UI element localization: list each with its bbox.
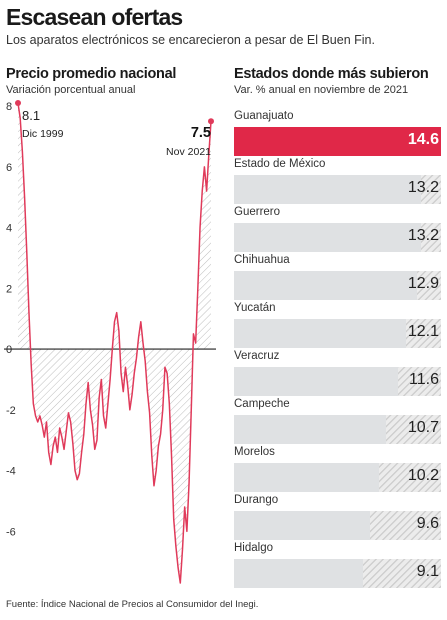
bar [234, 127, 441, 156]
bar [234, 415, 386, 444]
bar-row: Campeche 10.7 [234, 398, 441, 446]
y-tick-label: -6 [6, 526, 16, 538]
bar [234, 559, 364, 588]
bar-track: 12.1 [234, 319, 441, 348]
bar-value-label: 11.6 [409, 371, 439, 388]
bar-value-label: 12.1 [407, 323, 439, 340]
bar-value-label: 9.1 [416, 563, 439, 580]
bar-category-label: Guanajuato [234, 110, 294, 122]
line-chart: 8 6 4 2 0 -2 -4 -6 8.1 Dic 1999 7.5 Nov 2021 [4, 100, 216, 584]
bar-row: Chihuahua 12.9 [234, 254, 441, 302]
bar [234, 223, 422, 252]
bar-row: Yucatán 12.1 [234, 302, 441, 350]
bar-category-label: Veracruz [234, 350, 280, 362]
start-value-label: 8.1 [22, 108, 40, 123]
bar-value-label: 13.2 [407, 227, 439, 244]
bar-category-label: Hidalgo [234, 542, 273, 554]
series-line [17, 102, 212, 584]
bar [234, 271, 417, 300]
start-point [15, 100, 21, 107]
bar [234, 463, 379, 492]
end-value-label: 7.5 [191, 125, 211, 141]
y-tick-label: -4 [6, 466, 16, 478]
bar-value-label: 13.2 [407, 179, 439, 196]
page-title: Escasean ofertas [6, 4, 183, 30]
bar-track: 14.6 [234, 127, 441, 156]
bar-chart-subtitle: Var. % anual en noviembre de 2021 [234, 84, 409, 96]
y-tick-label: 8 [6, 101, 12, 113]
y-axis-ticks: 8 6 4 2 0 -2 -4 -6 [6, 101, 16, 538]
bar-track: 9.6 [234, 511, 441, 540]
bar-category-label: Campeche [234, 398, 290, 410]
end-date-label: Nov 2021 [166, 146, 211, 158]
bar-row: Veracruz 11.6 [234, 350, 441, 398]
bar-row: Guerrero 13.2 [234, 206, 441, 254]
bar-category-label: Durango [234, 494, 279, 506]
bar-track: 10.2 [234, 463, 441, 492]
line-area-fill [18, 103, 211, 583]
bar-value-label: 10.2 [407, 467, 439, 484]
end-point [208, 118, 214, 125]
y-tick-label: -2 [6, 405, 16, 417]
y-tick-label: 6 [6, 162, 12, 174]
bar-category-label: Morelos [234, 446, 275, 458]
bar-track: 10.7 [234, 415, 441, 444]
bar [234, 511, 371, 540]
bar-category-label: Yucatán [234, 302, 276, 314]
bar-row: Hidalgo 9.1 [234, 542, 441, 590]
bar-value-label: 9.6 [416, 515, 439, 532]
bar-row: Durango 9.6 [234, 494, 441, 542]
bar-chart: Guanajuato 14.6 Estado de México 13.2 Guerre… [234, 110, 441, 590]
bar-chart-title: Estados donde más subieron [234, 66, 429, 82]
bar-value-label: 12.9 [407, 275, 439, 292]
bar-row: Guanajuato 14.6 [234, 110, 441, 158]
bar-track: 11.6 [234, 367, 441, 396]
start-date-label: Dic 1999 [22, 128, 64, 140]
bar-track: 13.2 [234, 175, 441, 204]
bar-category-label: Chihuahua [234, 254, 290, 266]
bar-track: 12.9 [234, 271, 441, 300]
bar-category-label: Estado de México [234, 158, 326, 170]
bar [234, 367, 399, 396]
bar-value-label: 14.6 [407, 131, 439, 148]
bar-value-label: 10.7 [407, 419, 439, 436]
bar-track: 9.1 [234, 559, 441, 588]
bar-row: Morelos 10.2 [234, 446, 441, 494]
source-note: Fuente: Índice Nacional de Precios al Co… [6, 599, 259, 610]
y-tick-label: 2 [6, 283, 12, 295]
y-tick-label: 4 [6, 223, 12, 235]
bar [234, 319, 406, 348]
bar [234, 175, 422, 204]
bar-row: Estado de México 13.2 [234, 158, 441, 206]
line-chart-title: Precio promedio nacional [6, 66, 177, 82]
bar-track: 13.2 [234, 223, 441, 252]
page-subtitle: Los aparatos electrónicos se encareciero… [6, 33, 375, 47]
y-tick-label: 0 [6, 344, 12, 356]
bar-category-label: Guerrero [234, 206, 281, 218]
line-chart-subtitle: Variación porcentual anual [6, 84, 136, 96]
